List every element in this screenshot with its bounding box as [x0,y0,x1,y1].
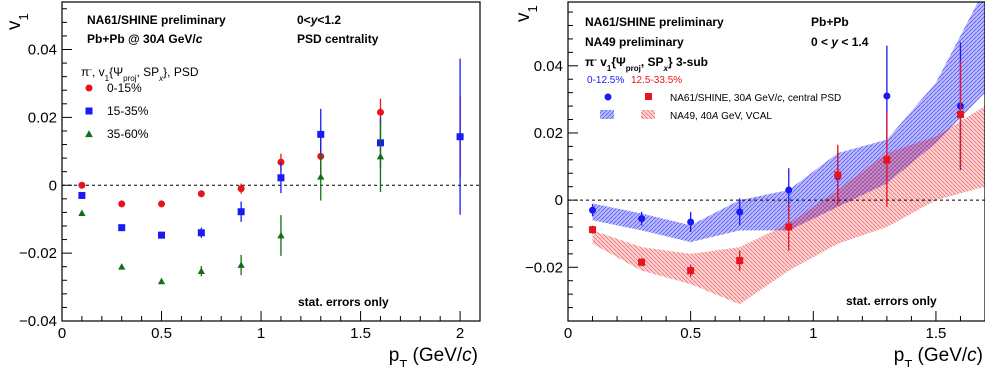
right-legend-band-swatches [600,110,655,119]
left-header-line1: NA61/SHINE preliminary [87,13,226,27]
legend-marker-triangle [85,130,93,138]
right-centrality-label-2: 12.5-33.5% [631,75,682,86]
data-point-triangle [317,173,325,180]
data-point-circle [237,185,245,193]
legend-label: 35-60% [107,127,149,141]
right-y-axis-title: v1 [513,5,540,22]
y-tick-label: −0.02 [525,259,563,276]
y-tick-label: −0.02 [19,245,57,262]
right-header-line2: NA49 preliminary [585,35,684,49]
legend-label: 15-35% [107,104,149,118]
legend-blue-circle-marker [604,93,612,101]
data-point-square [277,174,285,182]
left-x-axis: 0 0.5 1 1.5 2 [58,311,481,342]
x-tick-label: 1 [257,325,265,342]
data-point-triangle [118,263,126,270]
right-note: stat. errors only [846,294,937,308]
x-tick-label: 1.5 [926,325,947,342]
right-legend-points-label: NA61/SHINE, 30A GeV/c, central PSD [670,93,841,104]
y-tick-label: 0 [49,177,57,194]
left-header-line4: PSD centrality [297,32,379,46]
data-point-circle [883,92,891,100]
data-point-triangle [197,267,205,275]
data-point-square [956,110,964,118]
data-point-triangle [237,261,245,268]
y-tick-label: 0 [555,192,563,209]
legend-label: 0-15% [107,81,142,95]
data-point-square [589,226,597,234]
x-tick-label: 0.5 [151,325,172,342]
data-point-square [638,258,646,266]
right-y-axis: −0.02 0 0.02 0.04 [525,11,578,322]
data-point-circle [197,190,205,198]
data-point-circle [589,206,597,214]
data-point-square [736,257,744,265]
data-point-square [158,231,166,239]
legend-marker-circle [85,84,93,92]
data-point-circle [785,186,793,194]
left-plot-frame [61,1,481,322]
right-x-axis: 0 0.5 1 1.5 [564,311,985,342]
left-y-axis: −0.04 −0.02 0 0.02 0.04 [19,8,72,330]
x-tick-label: 0.5 [680,325,701,342]
x-tick-label: 2 [456,325,464,342]
legend-red-square-marker [645,93,652,100]
left-data-points [78,58,464,285]
x-tick-label: 0 [564,325,572,342]
left-legend: 0-15% 15-35% 35-60% [85,81,149,141]
y-tick-label: 0.04 [28,42,57,59]
data-point-square [785,223,793,231]
data-point-circle [78,181,86,189]
x-tick-label: 1 [809,325,817,342]
y-tick-label: −0.04 [19,313,57,330]
data-point-square [317,130,325,138]
data-point-circle [638,215,646,223]
legend-marker-square [85,107,93,115]
data-point-circle [687,218,695,226]
data-point-square [456,133,464,141]
x-tick-label: 0 [58,325,66,342]
data-point-circle [736,208,744,216]
right-legend-title: π- v1{Ψproj, SPx} 3-sub [585,55,708,73]
y-tick-label: 0.02 [28,109,57,126]
left-y-axis-title: v1 [4,13,31,30]
left-legend-title: π-, v1{Ψproj, SPx}, PSD [81,65,199,83]
data-point-square [197,229,205,237]
left-chart-panel: 0 0.5 1 1.5 2 −0.04 −0.02 0 0.02 0.04 v1 pT (GeV… [4,1,481,367]
left-note: stat. errors only [298,295,389,309]
data-point-square [687,267,695,275]
data-point-square [78,191,86,199]
right-data-points [589,42,964,277]
right-legend-point-markers [604,93,652,101]
right-header-line3: Pb+Pb [811,15,849,29]
data-point-triangle [277,231,285,239]
left-header-line2: Pb+Pb @ 30A GeV/c [87,32,203,46]
right-header-line4: 0 < y < 1.4 [811,35,869,49]
left-x-axis-title: pT (GeV/c) [389,345,478,367]
legend-red-band-swatch [641,110,655,119]
right-x-axis-title: pT (GeV/c) [894,345,983,367]
data-point-circle [158,200,166,208]
legend-blue-band-swatch [600,110,614,119]
right-plot-frame [567,1,985,322]
y-tick-label: 0.04 [534,58,563,75]
left-header-line3: 0<y<1.2 [297,13,341,27]
data-point-triangle [78,209,86,216]
right-header-line1: NA61/SHINE preliminary [585,15,724,29]
right-legend-bands-label: NA49, 40A GeV, VCAL [670,111,772,122]
right-centrality-label-1: 0-12.5% [587,75,624,86]
data-point-square [118,224,126,232]
data-point-circle [277,158,285,166]
data-point-square [883,156,891,164]
data-point-triangle [376,152,385,160]
right-chart-panel: 0 0.5 1 1.5 −0.02 0 0.02 0.04 v1 pT (GeV/c) NA… [513,1,985,367]
data-point-circle [118,200,126,208]
data-point-triangle [157,277,166,285]
x-tick-label: 1.5 [350,325,371,342]
data-point-circle [376,108,384,116]
data-point-square [237,208,245,216]
data-point-square [834,171,842,179]
y-tick-label: 0.02 [534,125,563,142]
